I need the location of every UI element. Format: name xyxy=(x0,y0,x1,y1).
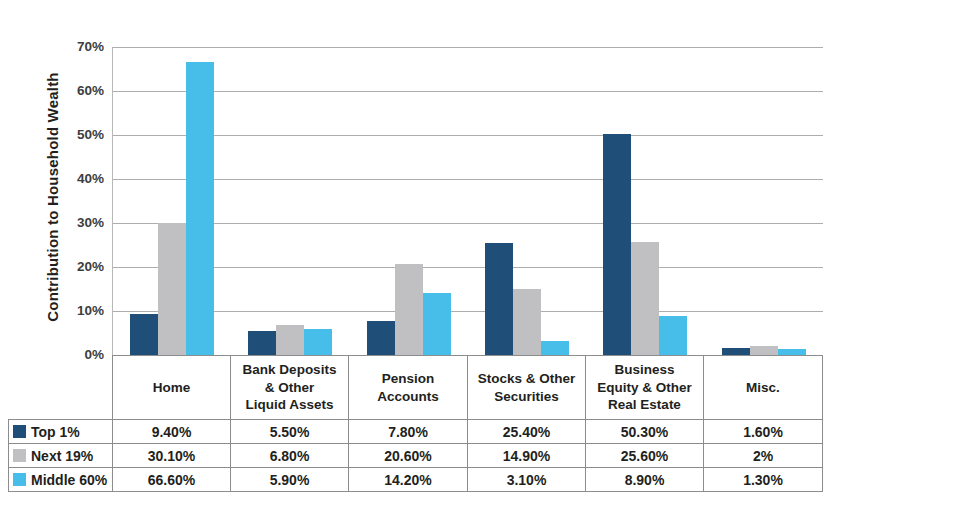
legend-cell: Middle 60% xyxy=(9,468,113,492)
category-header-cell: Home xyxy=(113,356,231,420)
legend-cell: Top 1% xyxy=(9,420,113,444)
category-header-cell: Business Equity & Other Real Estate xyxy=(586,356,704,420)
legend-cell: Next 19% xyxy=(9,444,113,468)
bar xyxy=(541,341,569,355)
y-tick-label: 40% xyxy=(34,170,104,188)
legend-series-label: Middle 60% xyxy=(31,472,107,488)
y-tick-label: 20% xyxy=(34,258,104,276)
table-row: Next 19% 30.10%6.80%20.60%14.90%25.60%2% xyxy=(9,444,823,468)
legend-swatch-icon xyxy=(13,425,26,438)
table-value-cell: 66.60% xyxy=(113,468,231,492)
table-value-cell: 20.60% xyxy=(349,444,468,468)
table-value-cell: 7.80% xyxy=(349,420,468,444)
table-value-cell: 30.10% xyxy=(113,444,231,468)
bar xyxy=(158,223,186,355)
plot-area xyxy=(112,47,823,355)
table-value-cell: 25.40% xyxy=(468,420,586,444)
table-value-cell: 1.60% xyxy=(704,420,823,444)
bar xyxy=(395,264,423,355)
bar-cluster xyxy=(113,47,231,355)
table-value-cell: 3.10% xyxy=(468,468,586,492)
legend-swatch-icon xyxy=(13,449,26,462)
bar xyxy=(423,293,451,355)
bar xyxy=(631,242,659,355)
y-tick-label: 50% xyxy=(34,126,104,144)
bar xyxy=(659,316,687,355)
legend-series-label: Top 1% xyxy=(31,424,80,440)
table-row: Middle 60% 66.60%5.90%14.20%3.10%8.90%1.3… xyxy=(9,468,823,492)
table-value-cell: 14.90% xyxy=(468,444,586,468)
bar-cluster xyxy=(231,47,349,355)
bar xyxy=(186,62,214,355)
bar xyxy=(485,243,513,355)
table-value-cell: 25.60% xyxy=(586,444,704,468)
bar xyxy=(276,325,304,355)
y-tick-label: 30% xyxy=(34,214,104,232)
category-header-cell: Stocks & Other Securities xyxy=(468,356,586,420)
table-value-cell: 5.50% xyxy=(231,420,349,444)
table-value-cell: 9.40% xyxy=(113,420,231,444)
bar xyxy=(513,289,541,355)
table-corner-spacer xyxy=(9,356,113,420)
y-axis-title: Contribution to Household Wealth xyxy=(44,62,66,332)
bar-cluster xyxy=(468,47,586,355)
legend-swatch-icon xyxy=(13,473,26,486)
bar-cluster xyxy=(586,47,704,355)
table-value-cell: 50.30% xyxy=(586,420,704,444)
bar-cluster xyxy=(350,47,468,355)
data-table: HomeBank Deposits & Other Liquid AssetsP… xyxy=(8,355,823,492)
bar xyxy=(367,321,395,355)
category-header-cell: Pension Accounts xyxy=(349,356,468,420)
household-wealth-chart: Contribution to Household Wealth 0%10%20… xyxy=(0,0,960,507)
y-tick-label: 70% xyxy=(34,38,104,56)
table-value-cell: 2% xyxy=(704,444,823,468)
table-value-cell: 14.20% xyxy=(349,468,468,492)
table-value-cell: 8.90% xyxy=(586,468,704,492)
bar xyxy=(304,329,332,355)
table-value-cell: 6.80% xyxy=(231,444,349,468)
y-tick-label: 10% xyxy=(34,302,104,320)
bar-cluster xyxy=(705,47,823,355)
table-row: Top 1% 9.40%5.50%7.80%25.40%50.30%1.60% xyxy=(9,420,823,444)
bar xyxy=(603,134,631,355)
bar xyxy=(248,331,276,355)
bar xyxy=(722,348,750,355)
table-header-row: HomeBank Deposits & Other Liquid AssetsP… xyxy=(9,356,823,420)
table-value-cell: 5.90% xyxy=(231,468,349,492)
legend-series-label: Next 19% xyxy=(31,448,93,464)
category-header-cell: Bank Deposits & Other Liquid Assets xyxy=(231,356,349,420)
bar xyxy=(750,346,778,355)
bar xyxy=(130,314,158,355)
category-header-cell: Misc. xyxy=(704,356,823,420)
table-value-cell: 1.30% xyxy=(704,468,823,492)
y-tick-label: 60% xyxy=(34,82,104,100)
